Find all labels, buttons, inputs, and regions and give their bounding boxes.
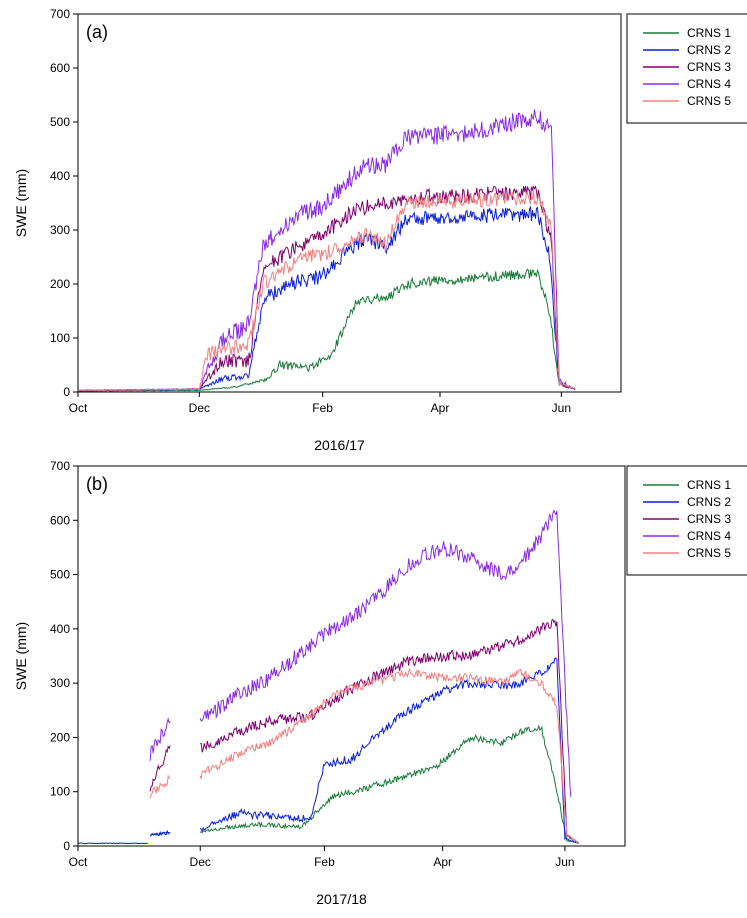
y-tick-label: 400 bbox=[50, 622, 70, 636]
series-line-crns-4 bbox=[149, 509, 572, 798]
plot-frame bbox=[77, 13, 622, 393]
series-line-crns-4 bbox=[78, 109, 576, 392]
panel-label: (a) bbox=[86, 22, 108, 42]
y-tick-label: 100 bbox=[50, 331, 70, 345]
legend-label-crns-1: CRNS 1 bbox=[687, 478, 731, 492]
x-tick-label: Apr bbox=[431, 401, 450, 415]
y-tick-label: 100 bbox=[50, 785, 70, 799]
legend-label-crns-2: CRNS 2 bbox=[687, 43, 731, 57]
y-tick-label: 300 bbox=[50, 676, 70, 690]
legend-box bbox=[626, 13, 747, 124]
series-line-crns-5 bbox=[78, 190, 576, 392]
chart-panel-b: 0 100 200 300 400 500 600 700 Oct Dec Feb Apr Jun SWE… bbox=[13, 459, 747, 907]
y-axis-title: SWE (mm) bbox=[13, 169, 29, 237]
series-line-crns-1 bbox=[149, 724, 579, 844]
y-tick-label: 500 bbox=[50, 115, 70, 129]
x-tick-label: Dec bbox=[189, 401, 210, 415]
x-tick-label: Jun bbox=[555, 855, 574, 869]
x-axis-title: 2016/17 bbox=[314, 437, 365, 453]
y-tick-label: 0 bbox=[63, 839, 70, 853]
y-axis-title: SWE (mm) bbox=[13, 622, 29, 690]
y-tick-label: 600 bbox=[50, 61, 70, 75]
x-tick-label: Dec bbox=[190, 855, 211, 869]
y-tick-label: 500 bbox=[50, 568, 70, 582]
y-tick-label: 200 bbox=[50, 277, 70, 291]
legend: CRNS 1 CRNS 2 CRNS 3 CRNS 4 CRNS 5 bbox=[626, 465, 747, 576]
y-tick-label: 0 bbox=[63, 385, 70, 399]
series-line-crns-3 bbox=[149, 618, 580, 844]
legend-label-crns-3: CRNS 3 bbox=[687, 60, 731, 74]
y-tick-label: 400 bbox=[50, 169, 70, 183]
y-tick-label: 700 bbox=[50, 459, 70, 473]
legend-label-crns-5: CRNS 5 bbox=[687, 546, 731, 560]
x-tick-label: Jun bbox=[552, 401, 571, 415]
y-tick-label: 200 bbox=[50, 730, 70, 744]
x-tick-label: Apr bbox=[433, 855, 452, 869]
x-tick-label: Oct bbox=[69, 401, 88, 415]
legend-label-crns-4: CRNS 4 bbox=[687, 529, 731, 543]
y-tick-label: 700 bbox=[50, 7, 70, 21]
y-tick-label: 300 bbox=[50, 223, 70, 237]
series-line-crns-2 bbox=[78, 657, 580, 845]
legend-label-crns-4: CRNS 4 bbox=[687, 77, 731, 91]
legend: CRNS 1 CRNS 2 CRNS 3 CRNS 4 CRNS 5 bbox=[626, 13, 747, 124]
chart-panel-a: 0 100 200 300 400 500 600 700 Oct Dec Feb Apr Jun SWE… bbox=[13, 7, 747, 453]
legend-label-crns-1: CRNS 1 bbox=[687, 26, 731, 40]
x-tick-label: Oct bbox=[69, 855, 88, 869]
legend-label-crns-2: CRNS 2 bbox=[687, 495, 731, 509]
legend-label-crns-3: CRNS 3 bbox=[687, 512, 731, 526]
plot-frame bbox=[77, 465, 626, 847]
panel-label: (b) bbox=[86, 474, 108, 494]
legend-label-crns-5: CRNS 5 bbox=[687, 94, 731, 108]
x-tick-label: Feb bbox=[314, 855, 335, 869]
y-tick-label: 600 bbox=[50, 513, 70, 527]
legend-box bbox=[626, 465, 747, 576]
x-tick-label: Feb bbox=[312, 401, 333, 415]
series-line-crns-1 bbox=[78, 268, 576, 392]
x-axis-title: 2017/18 bbox=[316, 891, 367, 907]
series-line-crns-5 bbox=[149, 667, 580, 844]
